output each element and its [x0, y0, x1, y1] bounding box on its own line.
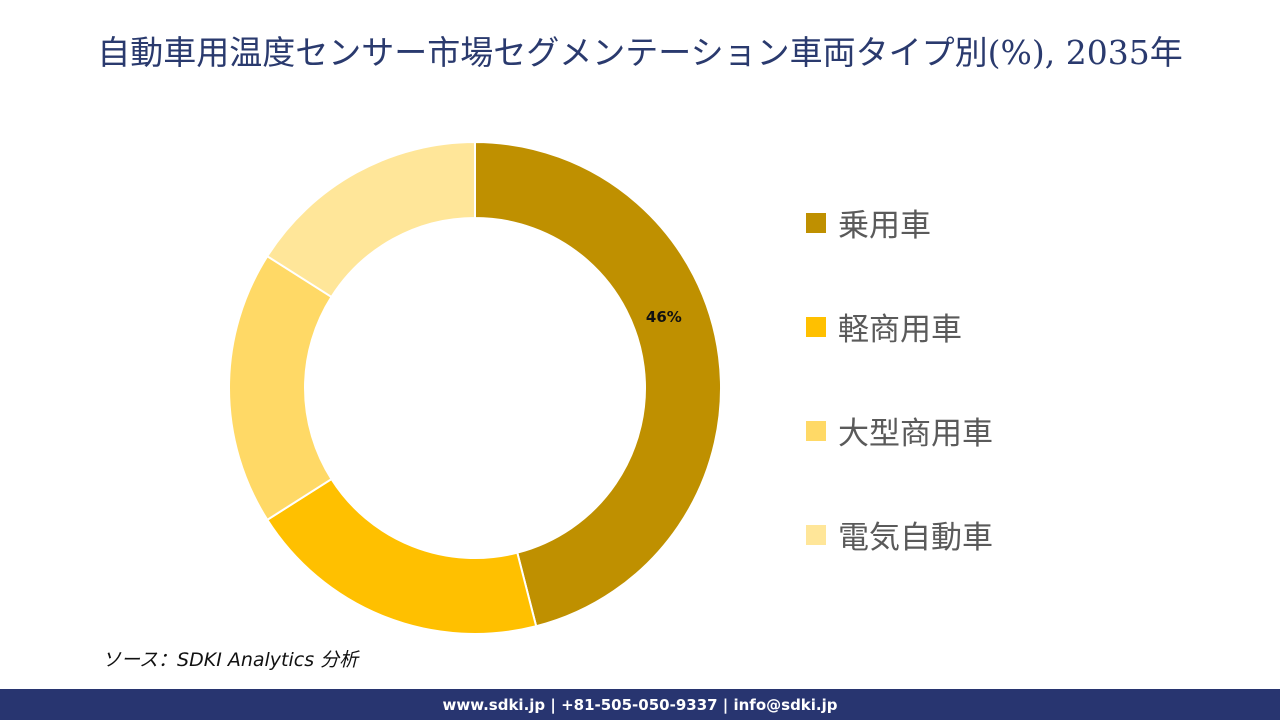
legend-label: 大型商用車 — [838, 416, 993, 452]
donut-slice — [265, 140, 476, 299]
donut-slice — [265, 477, 538, 635]
footer-bar: www.sdki.jp | +81-505-050-9337 | info@sd… — [0, 689, 1280, 720]
legend-swatch — [806, 316, 826, 337]
legend-item-electric-vehicle: 電気自動車 — [806, 512, 993, 557]
donut-chart: 46% — [228, 140, 722, 635]
data-label-passenger-car: 46% — [646, 308, 682, 326]
donut-slices — [228, 140, 722, 635]
legend-item-light-commercial: 軽商用車 — [806, 304, 962, 349]
legend-swatch — [806, 524, 826, 545]
legend-swatch — [806, 212, 826, 233]
chart-title: 自動車用温度センサー市場セグメンテーション車両タイプ別(%), 2035年 — [97, 33, 1183, 72]
source-note: ソース：SDKI Analytics 分析 — [102, 649, 359, 671]
legend-label: 軽商用車 — [838, 312, 962, 348]
legend-item-passenger-car: 乗用車 — [806, 200, 931, 245]
donut-slice — [474, 140, 722, 628]
donut-slice — [228, 254, 333, 522]
legend-swatch — [806, 420, 826, 441]
footer-contact: www.sdki.jp | +81-505-050-9337 | info@sd… — [442, 695, 838, 714]
legend-item-heavy-commercial: 大型商用車 — [806, 408, 993, 453]
legend-label: 電気自動車 — [838, 520, 993, 556]
legend-label: 乗用車 — [838, 208, 931, 244]
